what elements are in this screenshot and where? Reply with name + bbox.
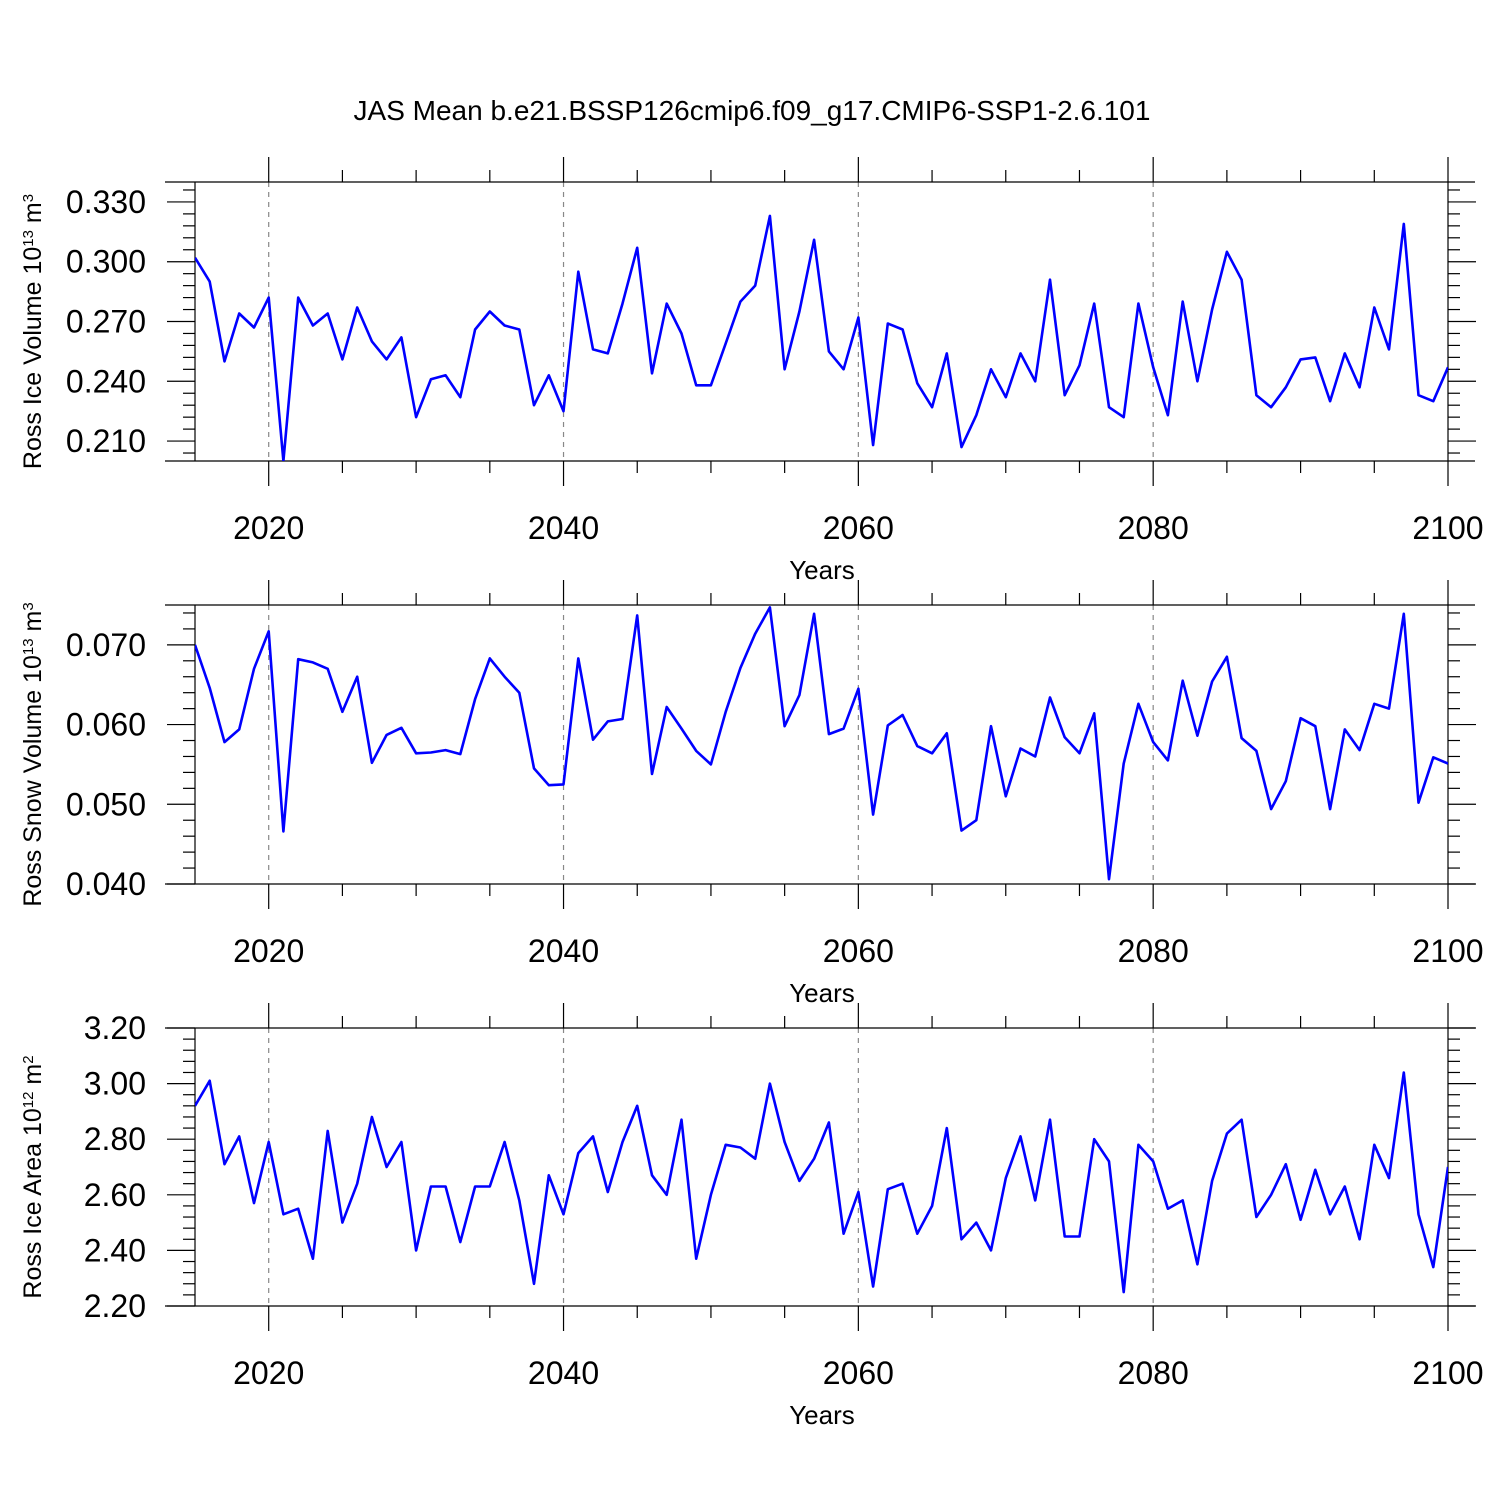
series-line [195, 214, 1448, 461]
x-axis-title: Years [789, 555, 855, 585]
y-tick-label: 2.40 [84, 1232, 146, 1268]
x-tick-label: 2020 [233, 1355, 304, 1391]
y-tick-label: 0.270 [66, 304, 146, 340]
y-tick-label: 0.240 [66, 363, 146, 399]
x-tick-label: 2060 [823, 1355, 894, 1391]
y-tick-label: 0.070 [66, 627, 146, 663]
x-tick-label: 2020 [233, 933, 304, 969]
x-axis-title: Years [789, 978, 855, 1008]
y-axis-title: Ross Ice Volume 1013 m3 [19, 194, 47, 469]
x-tick-label: 2100 [1412, 933, 1483, 969]
y-tick-label: 0.060 [66, 707, 146, 743]
panel-2: 2020 2040 2060 2080 2100 Years 0.040 0.050 0.060… [19, 580, 1484, 1008]
y-tick-label: 3.00 [84, 1066, 146, 1102]
panel-1: 2020 2040 2060 2080 2100 Years 0.210 0.240 0.270… [19, 157, 1484, 585]
panel-3: 2020 2040 2060 2080 2100 Years 2.20 2.40 2.60 2.8… [19, 1003, 1484, 1430]
y-axis-title: Ross Snow Volume 1013 m3 [19, 602, 47, 906]
x-tick-label: 2060 [823, 933, 894, 969]
panels: 2020 2040 2060 2080 2100 Years 0.210 0.240 0.270… [19, 157, 1484, 1430]
x-tick-label: 2040 [528, 510, 599, 546]
y-tick-label: 0.040 [66, 866, 146, 902]
x-tick-label: 2040 [528, 933, 599, 969]
y-tick-label: 0.300 [66, 244, 146, 280]
y-tick-label: 0.210 [66, 423, 146, 459]
y-tick-label: 2.80 [84, 1121, 146, 1157]
y-tick-label: 2.20 [84, 1288, 146, 1324]
x-tick-label: 2100 [1412, 1355, 1483, 1391]
x-tick-label: 2060 [823, 510, 894, 546]
x-tick-label: 2080 [1118, 510, 1189, 546]
x-tick-label: 2100 [1412, 510, 1483, 546]
y-tick-label: 2.60 [84, 1177, 146, 1213]
chart-title: JAS Mean b.e21.BSSP126cmip6.f09_g17.CMIP… [354, 95, 1151, 126]
x-tick-label: 2020 [233, 510, 304, 546]
x-tick-label: 2040 [528, 1355, 599, 1391]
y-tick-label: 0.050 [66, 786, 146, 822]
y-tick-label: 3.20 [84, 1010, 146, 1046]
y-axis-title: Ross Ice Area 1012 m2 [19, 1055, 47, 1298]
x-axis-title: Years [789, 1400, 855, 1430]
x-tick-label: 2080 [1118, 933, 1189, 969]
y-tick-label: 0.330 [66, 184, 146, 220]
x-tick-label: 2080 [1118, 1355, 1189, 1391]
series-line [195, 1071, 1448, 1294]
series-line [195, 606, 1448, 881]
